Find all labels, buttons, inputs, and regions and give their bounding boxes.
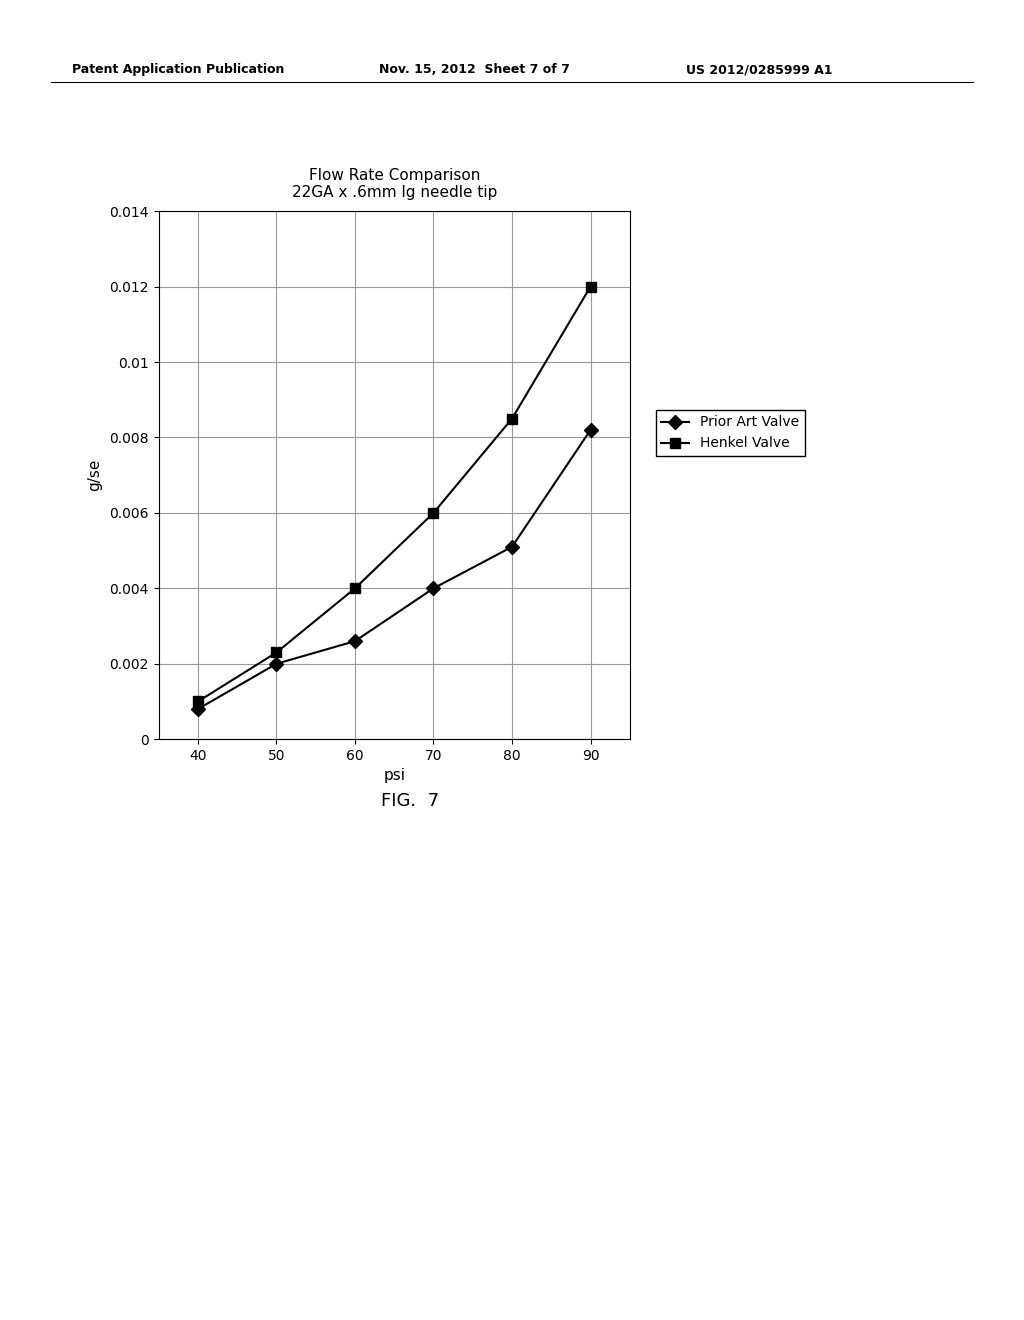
Henkel Valve [427, 506, 439, 521]
Henkel Valve [270, 644, 283, 660]
Henkel Valve [506, 411, 518, 426]
Title: Flow Rate Comparison
22GA x .6mm lg needle tip: Flow Rate Comparison 22GA x .6mm lg need… [292, 168, 497, 201]
Prior Art Valve [585, 422, 597, 438]
Text: Patent Application Publication: Patent Application Publication [72, 63, 284, 77]
Text: FIG.  7: FIG. 7 [381, 792, 438, 810]
Henkel Valve [349, 581, 361, 597]
Y-axis label: g/se: g/se [88, 459, 102, 491]
Henkel Valve [191, 693, 204, 709]
Legend: Prior Art Valve, Henkel Valve: Prior Art Valve, Henkel Valve [655, 411, 805, 455]
Prior Art Valve [270, 656, 283, 672]
Henkel Valve [585, 279, 597, 294]
Text: US 2012/0285999 A1: US 2012/0285999 A1 [686, 63, 833, 77]
Prior Art Valve [427, 581, 439, 597]
Text: Nov. 15, 2012  Sheet 7 of 7: Nov. 15, 2012 Sheet 7 of 7 [379, 63, 569, 77]
Line: Prior Art Valve: Prior Art Valve [194, 425, 595, 714]
Prior Art Valve [349, 634, 361, 649]
Prior Art Valve [506, 539, 518, 554]
Prior Art Valve [191, 701, 204, 717]
Line: Henkel Valve: Henkel Valve [194, 281, 595, 706]
X-axis label: psi: psi [383, 768, 406, 784]
